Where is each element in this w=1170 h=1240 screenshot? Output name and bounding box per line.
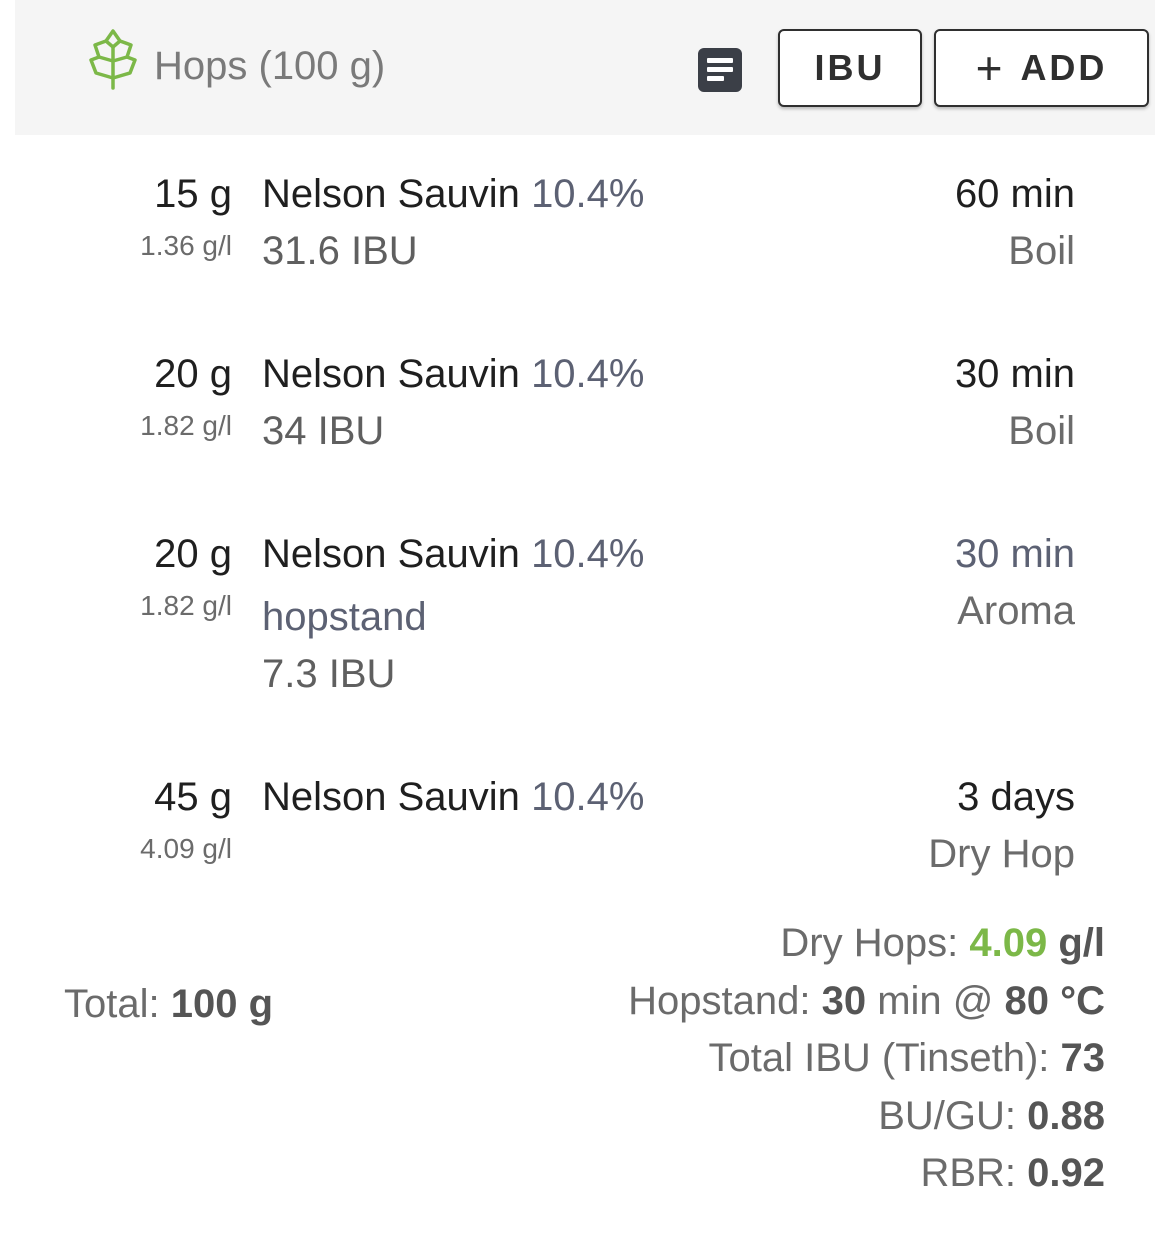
plus-icon: +: [975, 42, 1003, 94]
hop-time: 60 min: [954, 172, 1075, 216]
hop-variety: Nelson Sauvin: [262, 352, 520, 396]
dry-hops-unit: g/l: [1058, 921, 1105, 965]
ibu-button[interactable]: IBU: [778, 29, 922, 107]
hop-concentration: 1.82 g/l: [140, 410, 232, 441]
hopstand-temp: 80 °C: [1004, 978, 1106, 1023]
hop-row[interactable]: 45 g 4.09 g/l Nelson Sauvin 10.4% 3 days…: [0, 775, 1170, 895]
section-title: Hops (100 g): [154, 44, 386, 88]
hop-name: Nelson Sauvin 10.4%: [262, 172, 644, 217]
hop-ibu: 34 IBU: [262, 409, 385, 453]
total-ibu-value: 73: [1060, 1036, 1106, 1080]
hop-time: 3 days: [957, 775, 1075, 819]
hops-header: Hops (100 g) IBU + ADD: [15, 0, 1155, 135]
notes-icon[interactable]: [698, 48, 742, 92]
total-weight: Total: 100 g: [64, 982, 273, 1027]
rbr-label: RBR:: [920, 1151, 1017, 1195]
hop-note: hopstand: [262, 595, 427, 639]
hop-ibu: 31.6 IBU: [262, 229, 418, 273]
hop-amount: 20 g: [154, 532, 232, 576]
bugu-value: 0.88: [1027, 1093, 1105, 1138]
hop-use: Aroma: [957, 589, 1075, 633]
hop-amount: 45 g: [154, 775, 232, 819]
total-ibu-label: Total IBU (Tinseth):: [708, 1036, 1050, 1080]
hopstand-label: Hopstand:: [628, 978, 811, 1023]
bugu-stat: BU/GU: 0.88: [628, 1093, 1105, 1151]
hop-row[interactable]: 20 g 1.82 g/l Nelson Sauvin 10.4% 34 IBU…: [0, 352, 1170, 472]
hopstand-stat: Hopstand: 30 min @ 80 °C: [628, 978, 1105, 1036]
hop-alpha: 10.4%: [531, 532, 645, 576]
hop-alpha: 10.4%: [531, 172, 645, 216]
hop-name: Nelson Sauvin 10.4%: [262, 775, 644, 820]
hop-ibu: 7.3 IBU: [262, 652, 396, 696]
hop-use: Dry Hop: [928, 832, 1075, 876]
hop-use: Boil: [1008, 229, 1075, 273]
hopstand-time-unit: min @: [877, 978, 994, 1023]
hop-row[interactable]: 20 g 1.82 g/l Nelson Sauvin 10.4% hopsta…: [0, 532, 1170, 707]
bugu-label: BU/GU:: [878, 1093, 1017, 1138]
dry-hops-stat: Dry Hops: 4.09 g/l: [628, 920, 1105, 978]
hop-alpha: 10.4%: [531, 775, 645, 819]
add-button-label: ADD: [1020, 47, 1108, 88]
hop-alpha: 10.4%: [531, 352, 645, 396]
hop-variety: Nelson Sauvin: [262, 775, 520, 819]
hop-concentration: 4.09 g/l: [140, 833, 232, 864]
hop-name: Nelson Sauvin 10.4%: [262, 532, 644, 577]
hop-concentration: 1.82 g/l: [140, 590, 232, 621]
hop-amount: 15 g: [154, 172, 232, 216]
rbr-stat: RBR: 0.92: [628, 1150, 1105, 1208]
hop-concentration: 1.36 g/l: [140, 230, 232, 261]
ibu-button-label: IBU: [814, 47, 886, 88]
hop-use: Boil: [1008, 409, 1075, 453]
total-value: 100 g: [170, 982, 274, 1026]
hop-variety: Nelson Sauvin: [262, 172, 520, 216]
hop-icon: [89, 29, 137, 90]
total-ibu-stat: Total IBU (Tinseth): 73: [628, 1035, 1105, 1093]
hop-amount: 20 g: [154, 352, 232, 396]
total-label: Total:: [64, 982, 160, 1026]
hop-time: 30 min: [954, 532, 1075, 576]
hop-stats: Dry Hops: 4.09 g/l Hopstand: 30 min @ 80…: [628, 920, 1105, 1208]
hop-name: Nelson Sauvin 10.4%: [262, 352, 644, 397]
rbr-value: 0.92: [1027, 1151, 1105, 1195]
hopstand-time: 30: [821, 978, 867, 1023]
hop-row[interactable]: 15 g 1.36 g/l Nelson Sauvin 10.4% 31.6 I…: [0, 172, 1170, 292]
hop-time: 30 min: [954, 352, 1075, 396]
dry-hops-label: Dry Hops:: [780, 921, 959, 965]
dry-hops-value: 4.09: [969, 921, 1048, 965]
hop-variety: Nelson Sauvin: [262, 532, 520, 576]
add-hop-button[interactable]: + ADD: [934, 29, 1149, 107]
